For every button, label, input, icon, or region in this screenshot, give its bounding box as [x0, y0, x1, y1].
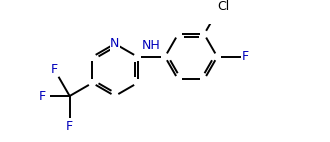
Text: F: F — [50, 63, 58, 76]
Text: Cl: Cl — [217, 0, 229, 13]
Text: F: F — [39, 89, 46, 103]
Text: NH: NH — [142, 39, 161, 52]
Text: F: F — [242, 50, 249, 63]
Text: F: F — [66, 120, 73, 133]
Text: N: N — [110, 37, 119, 50]
